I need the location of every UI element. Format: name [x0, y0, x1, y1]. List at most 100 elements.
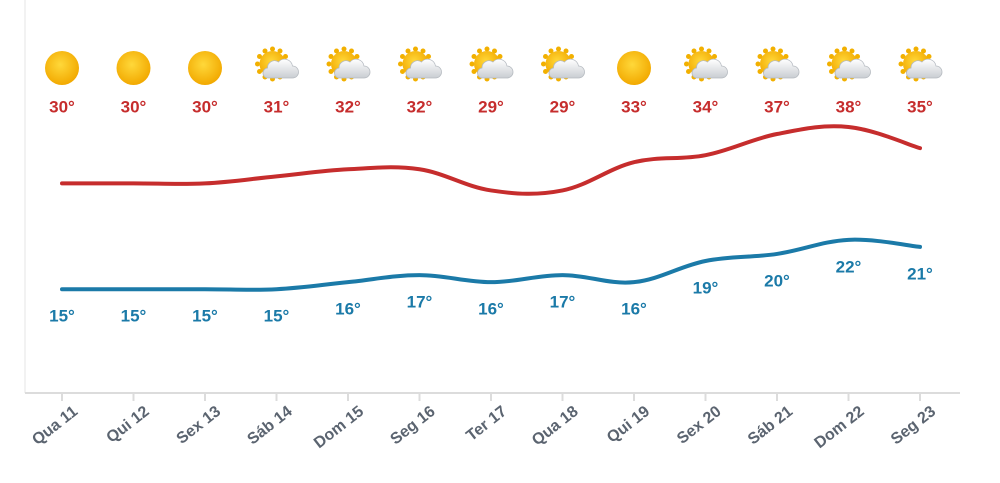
x-tick-label: Qua 11	[29, 403, 81, 449]
sun-ray	[563, 48, 569, 54]
x-tick-label: Qua 18	[529, 403, 582, 449]
cloud	[334, 58, 371, 79]
weather-icon	[45, 51, 79, 85]
sun	[116, 51, 151, 85]
value-label: 33°	[621, 97, 647, 116]
weather-icon	[188, 51, 222, 85]
sun-ray	[842, 46, 847, 52]
x-tick-label: Dom 22	[812, 403, 868, 452]
sun-ray	[757, 69, 763, 74]
weather-icon	[116, 51, 151, 85]
temperature-line	[60, 237, 922, 292]
sun-ray	[541, 61, 546, 67]
sun-ray	[341, 46, 347, 52]
sun-ray	[921, 48, 926, 54]
sun-ray	[349, 48, 354, 54]
sun-ray	[691, 48, 697, 54]
value-label: 17°	[407, 293, 433, 312]
value-label: 37°	[764, 97, 790, 116]
sun-ray	[699, 46, 704, 52]
sun-ray	[400, 54, 406, 59]
sun-ray	[471, 69, 477, 74]
sun-ray	[277, 48, 283, 54]
sun-ray	[257, 69, 263, 74]
sun-ray	[326, 61, 332, 67]
sun-ray	[763, 48, 768, 54]
sun-ray	[398, 61, 403, 67]
value-label: 29°	[550, 97, 576, 116]
sun-ray	[686, 69, 692, 74]
sun-ray	[543, 69, 549, 74]
weather-icon	[755, 46, 800, 82]
value-label: 29°	[478, 97, 504, 116]
value-label: 16°	[335, 300, 361, 319]
weather-icon	[398, 46, 442, 82]
value-label: 32°	[407, 97, 433, 116]
sun-ray	[405, 48, 411, 54]
sun-ray	[849, 48, 855, 54]
sun-ray	[334, 48, 339, 54]
sun-ray	[829, 54, 835, 59]
value-label: 31°	[264, 97, 290, 116]
sun-ray	[834, 48, 840, 54]
x-tick-label: Sáb 21	[745, 403, 796, 448]
value-label: 22°	[836, 257, 862, 276]
x-tick-label: Seg 16	[387, 403, 438, 448]
sun-ray	[477, 48, 482, 54]
sun-ray	[420, 48, 426, 54]
value-label: 30°	[49, 97, 75, 116]
value-label: 19°	[693, 278, 719, 297]
x-tick-label: Ter 17	[463, 403, 510, 445]
cloud	[691, 58, 728, 79]
temperature-line	[60, 124, 922, 196]
cloud	[405, 58, 442, 79]
sun-ray	[548, 48, 554, 54]
weather-icon	[827, 46, 871, 82]
sun-ray	[854, 54, 860, 59]
sun	[617, 51, 651, 85]
value-label: 15°	[49, 307, 75, 326]
sun-ray	[900, 54, 906, 59]
sun-ray	[757, 54, 763, 59]
x-tick-label: Qui 19	[604, 403, 653, 447]
cloud	[834, 58, 871, 79]
weather-icon	[469, 46, 514, 82]
sun-ray	[328, 69, 334, 74]
value-label: 35°	[907, 97, 933, 116]
value-label: 16°	[621, 300, 647, 319]
cloud	[906, 58, 943, 79]
cloud	[262, 58, 299, 79]
sun-ray	[255, 61, 260, 67]
sun-ray	[778, 48, 783, 54]
sun-ray	[257, 54, 263, 59]
sun-ray	[898, 61, 904, 67]
value-label: 30°	[192, 97, 218, 116]
sun-ray	[711, 54, 717, 59]
sun-ray	[262, 48, 268, 54]
x-tick-label: Dom 15	[311, 403, 367, 452]
value-label: 15°	[264, 307, 290, 326]
weather-icon	[617, 51, 651, 85]
cloud	[763, 58, 800, 79]
sun-ray	[684, 61, 689, 67]
value-label: 15°	[192, 307, 218, 326]
sun-ray	[556, 46, 561, 52]
sun-ray	[913, 46, 919, 52]
value-label: 20°	[764, 271, 790, 290]
sun-ray	[492, 48, 497, 54]
sun-ray	[270, 46, 275, 52]
value-label: 17°	[550, 293, 576, 312]
sun-ray	[568, 54, 574, 59]
sun-ray	[827, 61, 832, 67]
weather-icon	[255, 46, 299, 82]
value-label: 38°	[836, 97, 862, 116]
sun-ray	[282, 54, 288, 59]
weather-icon	[684, 46, 728, 82]
value-label: 32°	[335, 97, 361, 116]
sun-ray	[900, 69, 906, 74]
sun-ray	[770, 46, 776, 52]
sun-ray	[783, 54, 789, 59]
sun-ray	[400, 69, 406, 74]
sun-ray	[755, 61, 761, 67]
